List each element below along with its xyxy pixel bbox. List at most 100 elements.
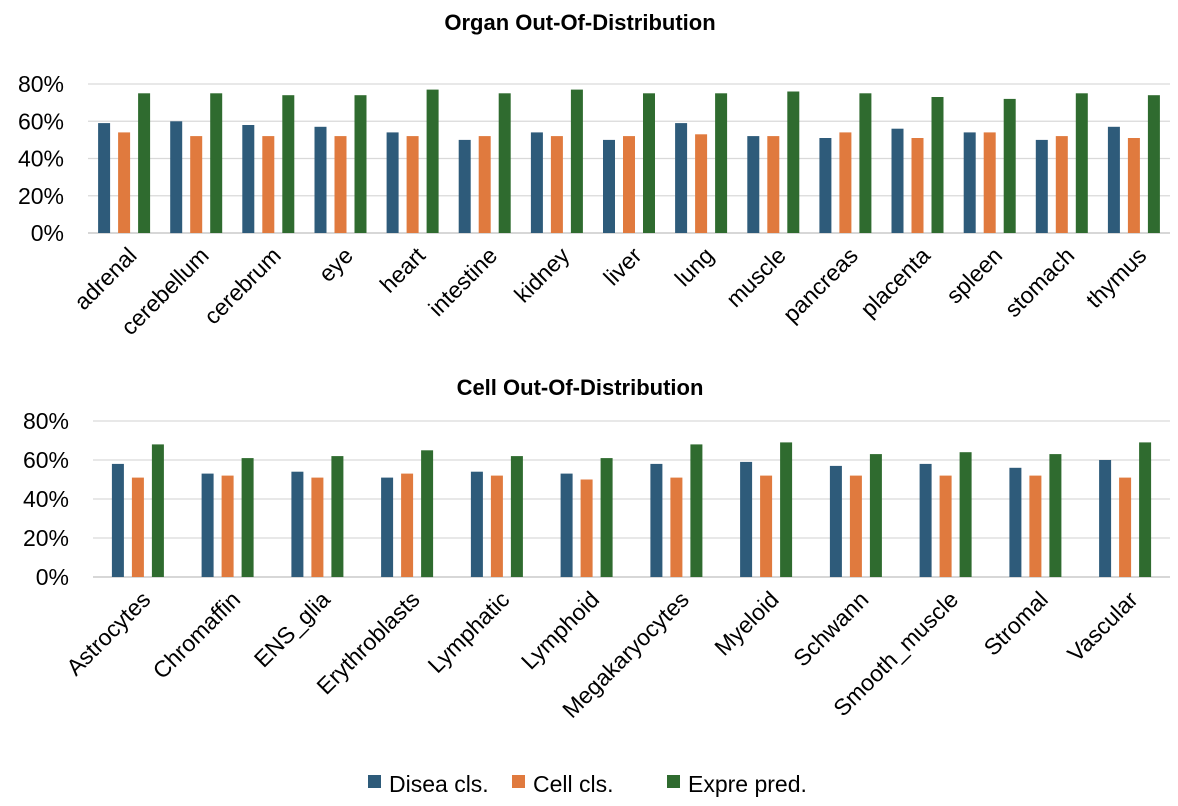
x-tick-label-intestine: intestine bbox=[423, 242, 502, 321]
y-tick-label: 80% bbox=[18, 71, 64, 97]
bar-cerebellum-disea-cls- bbox=[170, 121, 183, 234]
bar-muscle-disea-cls- bbox=[747, 136, 760, 233]
x-tick-label-liver: liver bbox=[598, 242, 646, 290]
bar-myeloid-expre-pred- bbox=[780, 442, 793, 577]
bar-muscle-cell-cls- bbox=[767, 136, 780, 233]
bar-schwann-cell-cls- bbox=[849, 475, 862, 577]
y-tick-label: 20% bbox=[23, 525, 69, 551]
y-tick-label: 0% bbox=[36, 564, 69, 590]
y-tick-label: 40% bbox=[18, 146, 64, 172]
x-tick-label-myeloid: Myeloid bbox=[709, 586, 783, 660]
bar-astrocytes-cell-cls- bbox=[131, 477, 144, 577]
y-tick-label: 60% bbox=[18, 108, 64, 134]
bar-liver-cell-cls- bbox=[623, 136, 635, 233]
x-tick-label-spleen: spleen bbox=[941, 242, 1007, 308]
bar-cerebrum-disea-cls- bbox=[242, 125, 255, 233]
bar-eye-expre-pred- bbox=[354, 95, 367, 233]
x-tick-label-placenta: placenta bbox=[855, 242, 935, 322]
bar-megakaryocytes-expre-pred- bbox=[690, 444, 703, 577]
bar-stromal-cell-cls- bbox=[1029, 475, 1042, 577]
bar-cerebellum-expre-pred- bbox=[210, 93, 223, 233]
legend-swatch-disea bbox=[368, 775, 381, 788]
y-tick-label: 60% bbox=[23, 447, 69, 473]
bar-thymus-cell-cls- bbox=[1127, 138, 1140, 233]
bar-smooth-muscle-disea-cls- bbox=[919, 463, 932, 577]
x-tick-label-lymphatic: Lymphatic bbox=[422, 586, 514, 678]
y-tick-label: 80% bbox=[23, 408, 69, 434]
bar-myeloid-disea-cls- bbox=[740, 461, 753, 577]
bar-smooth-muscle-cell-cls- bbox=[939, 475, 952, 577]
bar-lymphatic-disea-cls- bbox=[470, 471, 483, 577]
bar-vascular-expre-pred- bbox=[1139, 442, 1152, 577]
y-tick-label: 20% bbox=[18, 183, 64, 209]
bar-vascular-disea-cls- bbox=[1099, 460, 1112, 577]
x-tick-label-schwann: Schwann bbox=[788, 586, 873, 671]
x-tick-label-heart: heart bbox=[375, 242, 431, 298]
bar-placenta-cell-cls- bbox=[911, 138, 924, 233]
bar-chromaffin-disea-cls- bbox=[201, 473, 214, 577]
bar-pancreas-cell-cls- bbox=[839, 132, 852, 233]
bar-eye-disea-cls- bbox=[314, 126, 327, 233]
bar-liver-disea-cls- bbox=[603, 139, 615, 233]
x-tick-label-lung: lung bbox=[670, 242, 719, 291]
bar-heart-cell-cls- bbox=[406, 136, 419, 233]
x-tick-label-muscle: muscle bbox=[721, 242, 791, 312]
x-tick-label-cerebrum: cerebrum bbox=[199, 242, 286, 329]
x-tick-label-eye: eye bbox=[313, 242, 358, 287]
bar-vascular-cell-cls- bbox=[1119, 477, 1132, 577]
x-tick-label-vascular: Vascular bbox=[1062, 586, 1143, 667]
bar-pancreas-expre-pred- bbox=[859, 93, 872, 233]
bar-schwann-disea-cls- bbox=[829, 465, 842, 577]
bar-spleen-expre-pred- bbox=[1003, 98, 1016, 234]
chart-title-organ: Organ Out-Of-Distribution bbox=[444, 10, 715, 35]
bar-stomach-disea-cls- bbox=[1035, 139, 1048, 233]
bar-placenta-expre-pred- bbox=[931, 97, 944, 233]
bar-adrenal-disea-cls- bbox=[98, 123, 111, 233]
bar-ens-glia-cell-cls- bbox=[311, 477, 324, 577]
bar-stromal-disea-cls- bbox=[1009, 467, 1022, 577]
bar-lymphoid-expre-pred- bbox=[600, 458, 613, 577]
bar-myeloid-cell-cls- bbox=[760, 475, 773, 577]
bar-chromaffin-expre-pred- bbox=[241, 458, 254, 577]
bar-lymphatic-cell-cls- bbox=[490, 475, 503, 577]
x-tick-label-stomach: stomach bbox=[999, 242, 1079, 322]
bar-cerebellum-cell-cls- bbox=[190, 136, 203, 233]
bar-intestine-expre-pred- bbox=[498, 93, 511, 233]
bar-stromal-expre-pred- bbox=[1049, 454, 1062, 577]
bar-adrenal-expre-pred- bbox=[138, 93, 151, 233]
bar-erythroblasts-cell-cls- bbox=[401, 473, 414, 577]
bar-lung-cell-cls- bbox=[695, 134, 708, 233]
bar-megakaryocytes-cell-cls- bbox=[670, 477, 683, 577]
bar-stomach-cell-cls- bbox=[1055, 136, 1068, 233]
bar-placenta-disea-cls- bbox=[891, 128, 904, 233]
bar-lymphoid-disea-cls- bbox=[560, 473, 573, 577]
bar-thymus-disea-cls- bbox=[1107, 126, 1120, 233]
bar-spleen-disea-cls- bbox=[963, 132, 976, 233]
legend-label-cell: Cell cls. bbox=[533, 771, 614, 797]
x-tick-label-astrocytes: Astrocytes bbox=[61, 586, 155, 680]
bar-intestine-cell-cls- bbox=[478, 136, 491, 233]
y-tick-label: 40% bbox=[23, 486, 69, 512]
bar-adrenal-cell-cls- bbox=[118, 132, 131, 233]
bar-lung-expre-pred- bbox=[715, 93, 728, 233]
bar-eye-cell-cls- bbox=[334, 136, 347, 233]
bar-ens-glia-expre-pred- bbox=[331, 456, 344, 577]
bar-kidney-cell-cls- bbox=[550, 136, 563, 233]
bar-spleen-cell-cls- bbox=[983, 132, 996, 233]
x-tick-label-ens-glia: ENS_glia bbox=[249, 586, 335, 672]
bar-cerebrum-cell-cls- bbox=[262, 136, 275, 233]
bar-kidney-expre-pred- bbox=[570, 89, 583, 233]
bar-cerebrum-expre-pred- bbox=[282, 95, 295, 233]
bar-erythroblasts-expre-pred- bbox=[421, 450, 434, 578]
legend-swatch-expre bbox=[667, 775, 680, 788]
x-tick-label-lymphoid: Lymphoid bbox=[516, 586, 604, 674]
x-tick-label-adrenal: adrenal bbox=[69, 242, 142, 315]
chart-title-cell: Cell Out-Of-Distribution bbox=[457, 375, 704, 400]
bar-thymus-expre-pred- bbox=[1147, 95, 1160, 233]
x-tick-label-pancreas: pancreas bbox=[778, 242, 863, 327]
legend-label-disea: Disea cls. bbox=[389, 771, 489, 797]
bar-astrocytes-disea-cls- bbox=[111, 463, 124, 577]
